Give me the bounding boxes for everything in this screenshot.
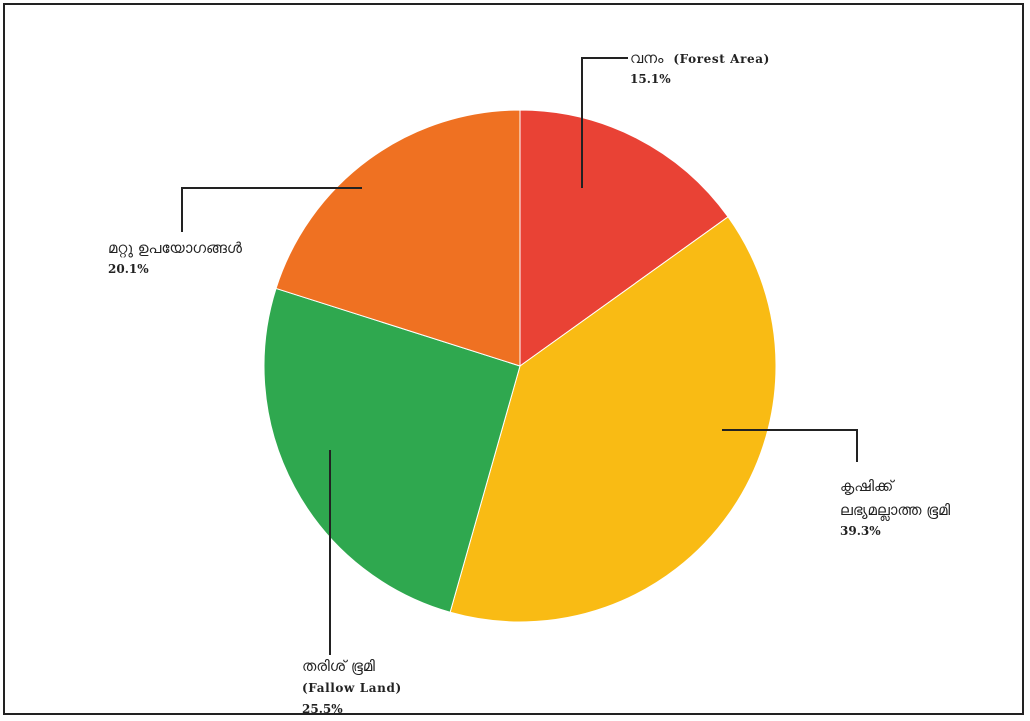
label-unavailable-name-line2: ലഭ്യമല്ലാത്ത ഭൂമി (840, 501, 951, 521)
label-fallow-name: തരിശ് ഭൂമി (302, 657, 376, 675)
pie-slices (263, 109, 777, 623)
label-forest-name: വനം (630, 49, 664, 67)
label-forest-name-en: (Forest Area) (673, 52, 770, 66)
slice-unavailable (449, 216, 777, 623)
label-forest-text: വനം (Forest Area) (630, 49, 770, 67)
label-forest-percent: 15.1% (630, 72, 671, 86)
label-other-percent: 20.1% (108, 262, 149, 276)
label-fallow-percent: 25.5% (302, 702, 343, 716)
label-fallow-name-en: (Fallow Land) (302, 681, 402, 695)
slice-other (275, 109, 521, 367)
slice-fallow (263, 287, 521, 613)
label-unavailable-percent: 39.3% (840, 524, 881, 538)
label-other-name: മറ്റു ഉപയോഗങ്ങൾ (108, 239, 243, 258)
label-unavailable-name: കൃഷിക്ക് (840, 477, 896, 495)
slice-forest (519, 109, 729, 367)
leader-forest (581, 57, 628, 188)
leader-other (181, 187, 362, 232)
leader-unavailable (722, 429, 858, 462)
